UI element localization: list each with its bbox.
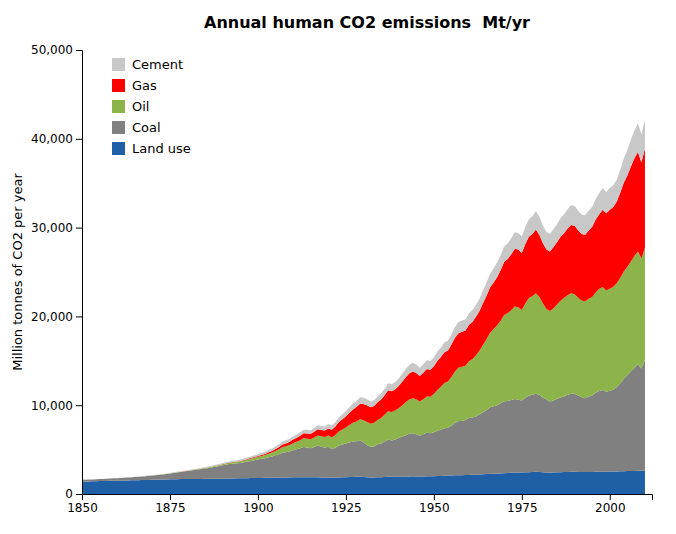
y-tick-label: 30,000 <box>31 221 73 235</box>
y-tick-label: 40,000 <box>31 132 73 146</box>
x-tick: 1925 <box>331 494 362 515</box>
y-axis: 0 10,000 20,000 30,000 40,000 50,000 <box>31 43 83 501</box>
y-tick: 30,000 <box>31 221 82 235</box>
x-axis-line <box>83 495 653 501</box>
area <box>82 148 645 479</box>
y-tick: 10,000 <box>31 399 82 413</box>
legend-label: Coal <box>132 120 161 135</box>
y-tick-mark <box>76 405 82 406</box>
y-tick-label: 20,000 <box>31 310 73 324</box>
legend-swatch <box>112 142 125 155</box>
legend-item: Gas <box>112 78 157 93</box>
y-tick: 20,000 <box>31 310 82 324</box>
x-tick: 1900 <box>243 494 274 515</box>
x-tick-label: 1950 <box>419 501 450 515</box>
areas <box>82 119 645 494</box>
legend-label: Oil <box>132 99 149 114</box>
x-tick: 1975 <box>507 494 538 515</box>
plot: 1850 1875 1900 1925 1950 1975 2000 0 10,000 20,00… <box>31 43 653 514</box>
y-tick-label: 0 <box>65 487 73 501</box>
legend-swatch <box>112 79 125 92</box>
y-tick-mark <box>76 494 82 495</box>
y-tick-mark <box>76 50 82 51</box>
y-tick-label: 50,000 <box>31 43 73 57</box>
x-tick-label: 1925 <box>331 501 362 515</box>
x-tick: 1950 <box>419 494 450 515</box>
x-tick-mark <box>170 494 171 500</box>
area <box>82 119 645 480</box>
x-tick-mark <box>346 494 347 500</box>
legend-swatch <box>112 121 125 134</box>
y-tick: 50,000 <box>31 43 82 57</box>
chart: 1850 1875 1900 1925 1950 1975 2000 0 10,000 20,00… <box>0 0 676 534</box>
x-tick-label: 1975 <box>507 501 538 515</box>
y-axis-line <box>76 51 83 495</box>
legend-item: Oil <box>112 99 149 114</box>
legend-item: Land use <box>112 141 191 156</box>
x-tick-mark <box>610 494 611 500</box>
legend-label: Cement <box>132 57 183 72</box>
y-axis-title: Million tonnes of CO2 per year <box>10 173 25 371</box>
x-tick: 1875 <box>155 494 186 515</box>
y-tick: 0 <box>65 487 82 501</box>
legend: Cement Gas Oil Coal Land use <box>112 57 191 156</box>
x-tick: 2000 <box>595 494 626 515</box>
x-tick-label: 2000 <box>595 501 626 515</box>
title: Annual human CO2 emissions Mt/yr <box>204 13 530 32</box>
x-tick-mark <box>522 494 523 500</box>
legend-swatch <box>112 58 125 71</box>
x-tick-mark <box>258 494 259 500</box>
x-tick-label: 1850 <box>67 501 98 515</box>
x-axis: 1850 1875 1900 1925 1950 1975 2000 <box>67 494 652 515</box>
legend-swatch <box>112 100 125 113</box>
legend-item: Cement <box>112 57 183 72</box>
legend-label: Gas <box>132 78 157 93</box>
y-tick: 40,000 <box>31 132 82 146</box>
legend-label: Land use <box>132 141 191 156</box>
y-tick-label: 10,000 <box>31 399 73 413</box>
y-tick-mark <box>76 139 82 140</box>
x-tick-mark <box>434 494 435 500</box>
y-tick-mark <box>76 316 82 317</box>
legend-item: Coal <box>112 120 161 135</box>
x-tick-label: 1875 <box>155 501 186 515</box>
x-tick-label: 1900 <box>243 501 274 515</box>
y-tick-mark <box>76 228 82 229</box>
